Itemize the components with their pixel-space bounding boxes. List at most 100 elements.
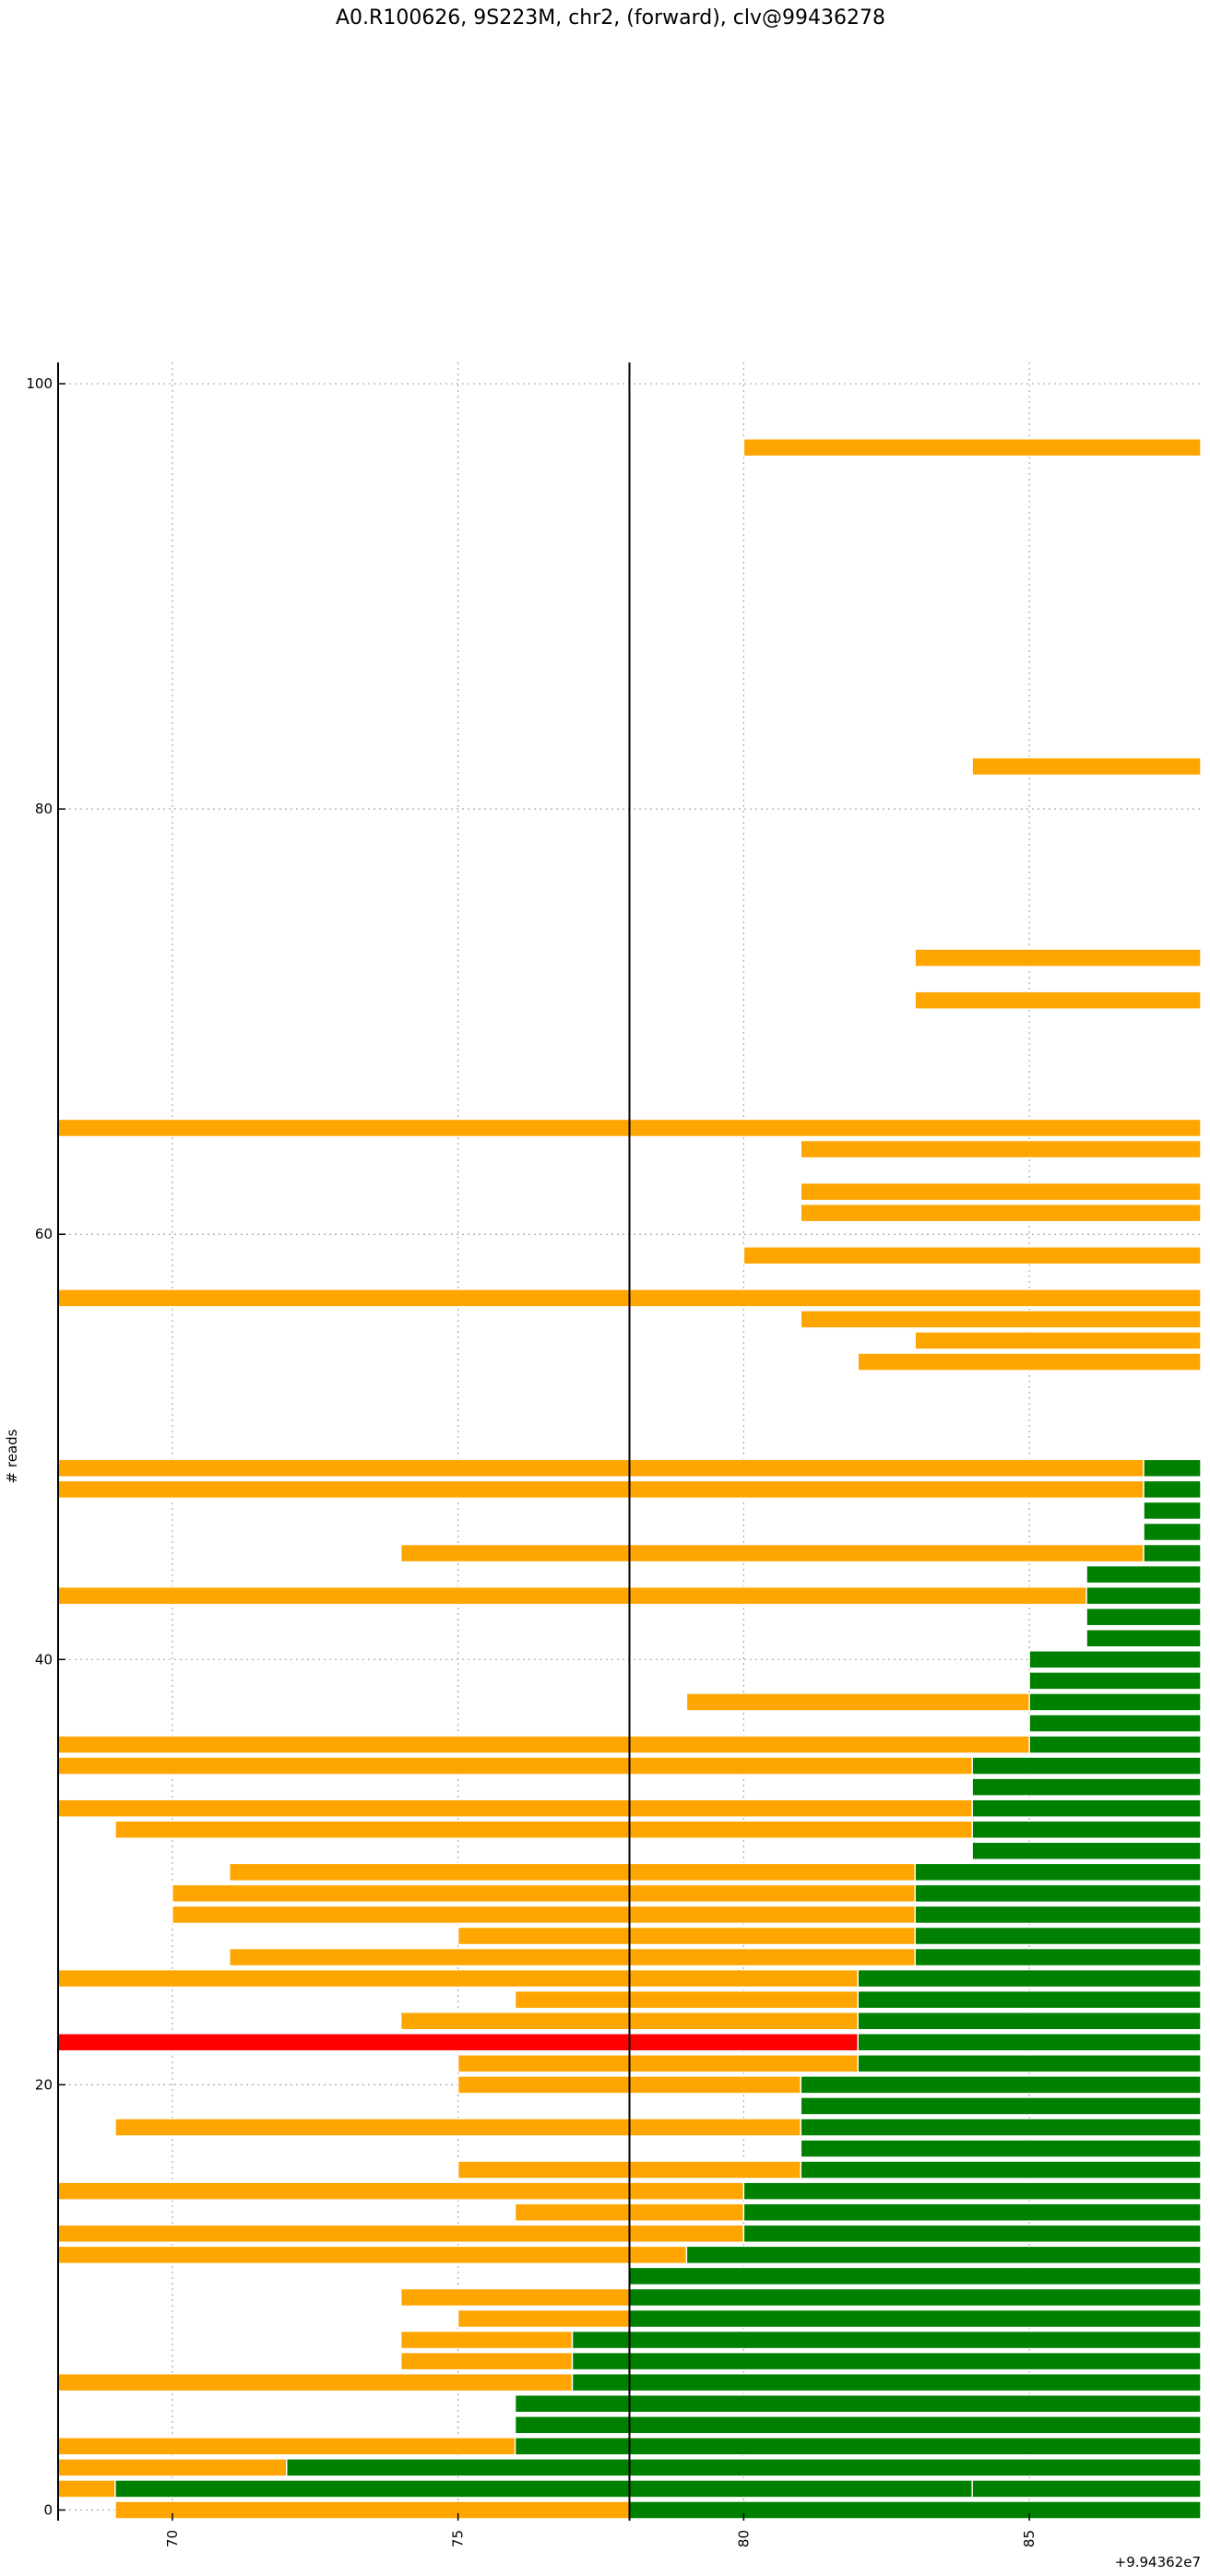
read-bar-1 (114, 2479, 973, 2499)
read-bar-21 (857, 2054, 1202, 2073)
read-bar-28 (914, 1905, 1202, 1925)
read-bar-30 (914, 1862, 1202, 1882)
read-bar-5 (514, 2394, 1202, 2414)
read-bar-35 (971, 1756, 1202, 1775)
y-tick-label: 80 (35, 801, 53, 817)
read-bar-59 (742, 1246, 1202, 1265)
read-bar-28 (172, 1905, 916, 1925)
y-tick-label: 100 (26, 375, 53, 392)
read-bar-42 (1085, 1608, 1202, 1627)
read-bar-22 (857, 2033, 1202, 2052)
read-bar-27 (914, 1926, 1202, 1946)
read-bar-21 (457, 2054, 859, 2073)
read-bar-6 (571, 2372, 1202, 2392)
read-bar-8 (400, 2330, 574, 2350)
read-bar-9 (628, 2309, 1202, 2329)
read-bar-49 (1143, 1458, 1202, 1478)
read-bar-48 (57, 1479, 1145, 1500)
chart-title: A0.R100626, 9S223M, chr2, (forward), clv… (336, 6, 885, 30)
read-bar-54 (857, 1352, 1202, 1371)
read-bar-16 (800, 2160, 1202, 2179)
read-bar-12 (685, 2245, 1202, 2264)
read-bar-43 (57, 1585, 1087, 1606)
read-bar-25 (857, 1968, 1202, 1988)
read-bar-33 (57, 1798, 973, 1818)
read-bar-13 (57, 2224, 745, 2243)
read-bar-31 (971, 1841, 1202, 1860)
read-bar-45 (400, 1543, 1145, 1563)
y-tick-label: 0 (43, 2501, 53, 2518)
read-bar-71 (914, 991, 1202, 1010)
read-bar-55 (914, 1331, 1202, 1350)
read-bar-36 (57, 1735, 1030, 1754)
read-bar-41 (1085, 1629, 1202, 1648)
read-bar-10 (400, 2287, 631, 2308)
read-bar-47 (1143, 1501, 1202, 1521)
read-bar-49 (57, 1458, 1145, 1478)
read-bar-3 (57, 2437, 516, 2456)
read-bar-29 (914, 1883, 1202, 1904)
read-bar-19 (800, 2096, 1202, 2116)
read-bar-29 (172, 1883, 916, 1904)
read-bar-39 (1028, 1671, 1202, 1691)
read-bar-46 (1143, 1522, 1202, 1542)
y-tick-label: 40 (35, 1651, 53, 1668)
read-bar-3 (514, 2437, 1202, 2456)
read-bar-20 (800, 2075, 1202, 2095)
read-bar-38 (1028, 1692, 1202, 1712)
read-bar-24 (857, 1990, 1202, 2010)
read-bar-8 (571, 2330, 1202, 2350)
read-bar-1 (971, 2479, 1202, 2499)
read-bar-22 (57, 2033, 859, 2052)
read-bar-15 (742, 2181, 1202, 2201)
read-bar-26 (229, 1947, 916, 1967)
axes: 0 20 40 60 80 100 70 75 80 85 (26, 362, 1038, 2547)
read-bar-2 (57, 2458, 288, 2477)
read-bar-62 (800, 1181, 1202, 1202)
read-bar-10 (628, 2287, 1202, 2308)
read-bar-25 (57, 1968, 859, 1988)
read-bar-7 (400, 2351, 574, 2371)
read-bar-44 (1085, 1564, 1202, 1585)
y-axis-label: # reads (4, 1429, 20, 1483)
read-bar-30 (229, 1862, 916, 1882)
read-bar-43 (1085, 1585, 1202, 1606)
read-bar-73 (914, 948, 1202, 967)
x-tick-label: 80 (735, 2530, 752, 2547)
read-bar-13 (742, 2224, 1202, 2243)
read-bar-2 (286, 2458, 1202, 2477)
read-bar-61 (800, 1204, 1202, 1223)
read-bar-14 (742, 2202, 1202, 2222)
read-bar-27 (457, 1926, 916, 1946)
x-tick-label: 85 (1021, 2530, 1038, 2547)
read-bar-18 (800, 2118, 1202, 2137)
read-bar-36 (1028, 1735, 1202, 1754)
read-bar-9 (457, 2309, 631, 2329)
read-bar-4 (514, 2416, 1202, 2435)
read-bar-34 (971, 1777, 1202, 1797)
read-bar-64 (800, 1139, 1202, 1159)
read-bar-0 (114, 2500, 631, 2520)
x-tick-label: 75 (450, 2530, 467, 2547)
y-tick-label: 20 (35, 2076, 53, 2093)
read-bar-12 (57, 2245, 688, 2264)
read-bar-37 (1028, 1714, 1202, 1733)
read-bar-32 (114, 1820, 973, 1839)
read-bar-23 (857, 2012, 1202, 2031)
read-bar-26 (914, 1947, 1202, 1967)
read-bar-48 (1143, 1479, 1202, 1500)
read-bar-82 (971, 756, 1202, 777)
read-bar-40 (1028, 1650, 1202, 1669)
read-bar-24 (514, 1990, 859, 2010)
read-bar-7 (571, 2351, 1202, 2371)
read-bar-6 (57, 2372, 574, 2392)
read-bar-0 (628, 2500, 1202, 2520)
read-bar-18 (114, 2118, 802, 2137)
read-bar-17 (800, 2139, 1202, 2158)
read-bar-33 (971, 1798, 1202, 1818)
x-tick-label: 70 (164, 2530, 181, 2547)
x-axis-offset-label: +9.94362e7 (1115, 2554, 1201, 2570)
read-bar-11 (628, 2266, 1202, 2286)
read-bar-1 (57, 2479, 116, 2499)
